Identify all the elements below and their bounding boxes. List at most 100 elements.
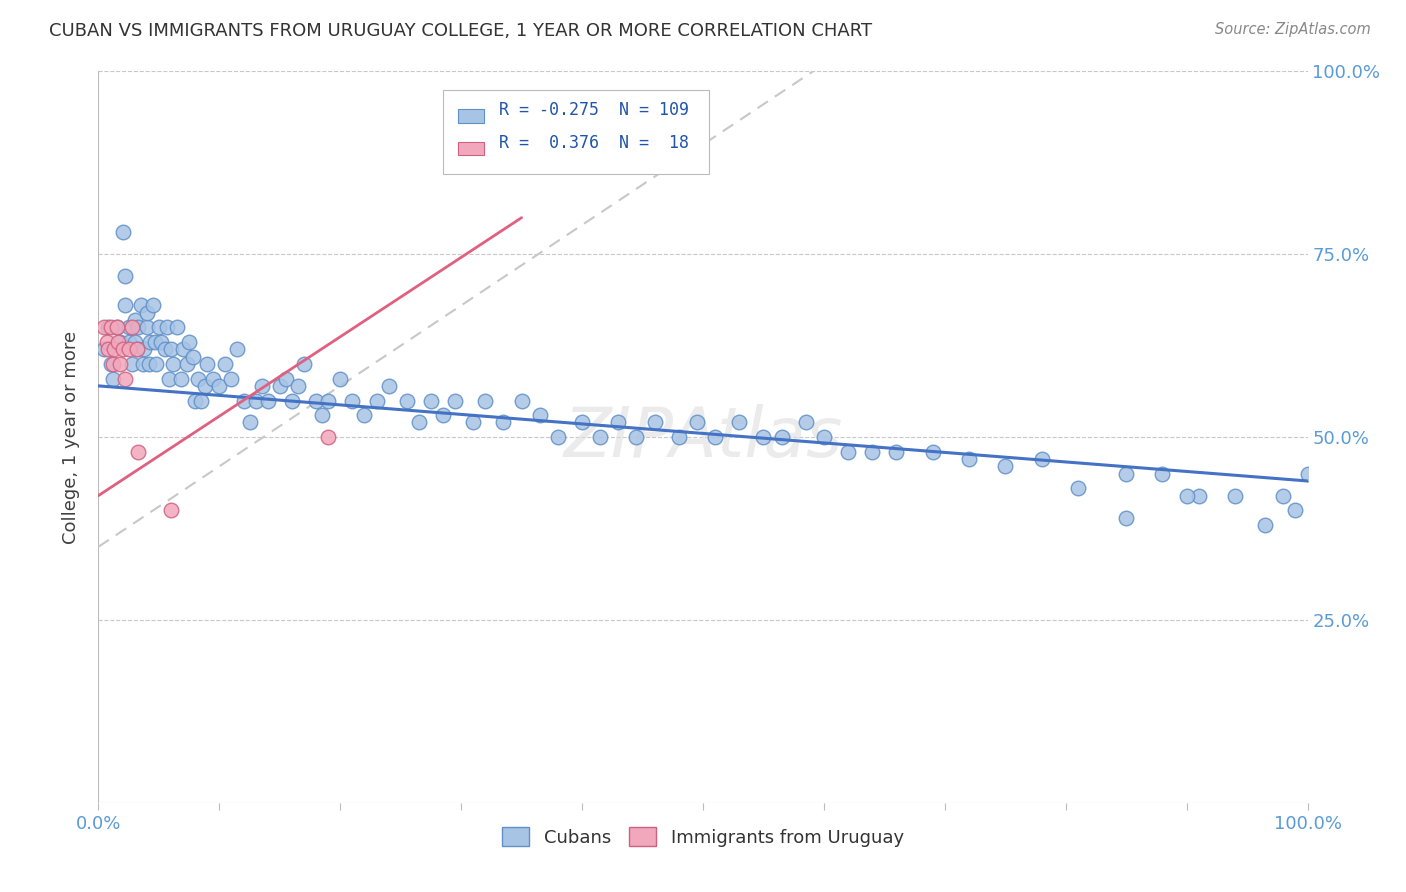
Text: ZIPAtlas: ZIPAtlas [564,403,842,471]
Point [124,313,146,327]
Point [195,357,218,371]
Point [156,320,179,334]
Bar [457,142,484,155]
Point [135,306,157,320]
Point [281,393,304,408]
Point [179,334,201,349]
Point [226,343,249,357]
Point [1031,452,1053,467]
Point [626,430,648,444]
Point [250,379,273,393]
Point [176,357,198,371]
Point [1067,481,1090,495]
Point [142,298,165,312]
Point [101,371,124,385]
Point [143,334,166,349]
Point [311,408,333,422]
Point [135,320,157,334]
Point [377,379,399,393]
Point [287,379,309,393]
Point [118,334,141,349]
Point [190,393,212,408]
Point [274,371,297,385]
Point [547,430,569,444]
Point [157,371,180,385]
Point [100,320,122,334]
Point [232,393,254,408]
Point [208,379,231,393]
Point [139,334,162,349]
Point [100,357,122,371]
Point [860,444,883,458]
Point [129,298,152,312]
Point [510,393,533,408]
Point [1272,489,1295,503]
Point [172,343,194,357]
Point [1188,489,1211,503]
Point [1115,467,1137,481]
Point [187,371,209,385]
Point [366,393,388,408]
Point [118,320,141,334]
Point [121,357,143,371]
Point [138,357,160,371]
Point [108,357,131,371]
Legend: Cubans, Immigrants from Uruguay: Cubans, Immigrants from Uruguay [495,820,911,854]
Text: R = -0.275  N = 109: R = -0.275 N = 109 [499,101,689,120]
Point [97,343,120,357]
Point [114,371,136,385]
Point [794,416,817,430]
Point [127,320,149,334]
Point [316,393,339,408]
Point [305,393,328,408]
Point [589,430,612,444]
Point [181,350,204,364]
Point [1223,489,1246,503]
Y-axis label: College, 1 year or more: College, 1 year or more [62,331,80,543]
Point [316,430,339,444]
Point [1284,503,1306,517]
Point [571,416,593,430]
Point [752,430,775,444]
Point [770,430,793,444]
Point [395,393,418,408]
Point [214,357,236,371]
Point [1296,467,1319,481]
Point [256,393,278,408]
Text: Source: ZipAtlas.com: Source: ZipAtlas.com [1215,22,1371,37]
Point [97,320,120,334]
Point [118,343,141,357]
Point [353,408,375,422]
Point [728,416,751,430]
Point [107,334,129,349]
Point [408,416,430,430]
Point [162,357,184,371]
Point [239,416,262,430]
Point [957,452,980,467]
Point [1175,489,1198,503]
Point [166,320,188,334]
Point [292,357,315,371]
Text: R =  0.376  N =  18: R = 0.376 N = 18 [499,134,689,152]
Point [420,393,443,408]
Point [111,225,134,239]
Point [921,444,943,458]
Point [114,298,136,312]
Bar [457,109,484,122]
Point [169,371,191,385]
Point [1115,510,1137,524]
Point [886,444,908,458]
Point [127,444,149,458]
Point [686,416,709,430]
Point [121,320,143,334]
Text: CUBAN VS IMMIGRANTS FROM URUGUAY COLLEGE, 1 YEAR OR MORE CORRELATION CHART: CUBAN VS IMMIGRANTS FROM URUGUAY COLLEGE… [49,22,872,40]
Point [329,371,352,385]
Point [150,334,173,349]
Point [668,430,690,444]
Point [837,444,859,458]
Point [105,320,128,334]
FancyBboxPatch shape [443,90,709,174]
Point [114,269,136,284]
Point [184,393,207,408]
Point [342,393,364,408]
